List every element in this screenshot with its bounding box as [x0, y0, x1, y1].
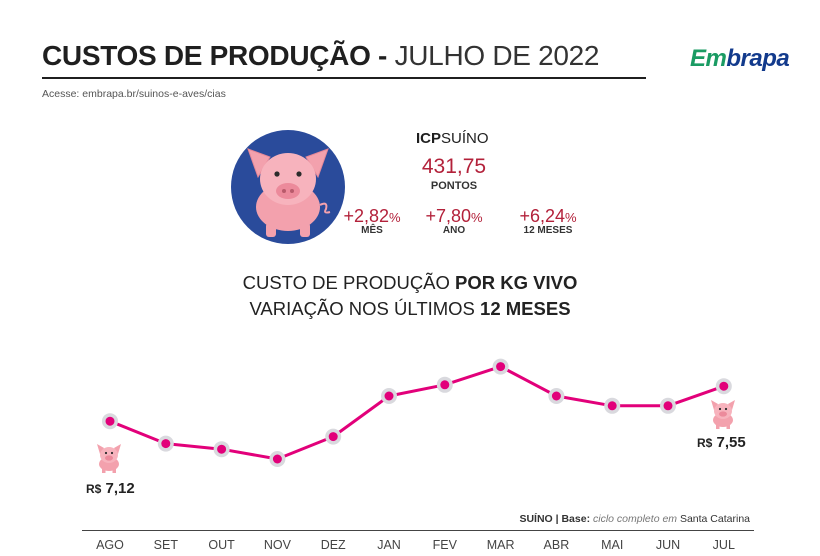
data-point-abr — [548, 388, 565, 404]
chart-title-line2-light: VARIAÇÃO NOS ÚLTIMOS — [249, 298, 475, 319]
data-point-jan — [381, 388, 397, 404]
x-tick-label-jul: JUL — [713, 538, 735, 552]
variation-month-value: +2,82 — [343, 206, 389, 226]
title-bold: CUSTOS DE PRODUÇÃO - — [42, 40, 388, 71]
pig-small-end-icon — [711, 400, 735, 429]
title-date: JULHO DE 2022 — [394, 40, 600, 71]
pig-circle-icon — [231, 130, 345, 244]
start-price-currency: R$ — [86, 482, 102, 496]
variation-12m-pct: % — [564, 210, 577, 225]
x-tick-label-abr: ABR — [544, 538, 570, 552]
x-tick-label-set: SET — [154, 538, 179, 552]
data-point-jul — [715, 378, 732, 395]
data-point-mar — [492, 358, 509, 375]
x-tick-label-mar: MAR — [487, 538, 515, 552]
source-light: ciclo completo em — [593, 513, 678, 525]
variation-year-label: ANO — [442, 225, 466, 236]
start-price-label: R$ 7,12 — [86, 480, 135, 497]
icp-value: 431,75 — [421, 155, 487, 178]
embrapa-logo: Embrapa — [690, 45, 790, 73]
data-point-jun — [660, 397, 676, 414]
variation-month-label: MÊS — [361, 225, 383, 236]
variation-year-pct: % — [470, 210, 483, 225]
x-tick-label-dez: DEZ — [321, 538, 346, 552]
title-underline — [42, 77, 646, 79]
x-tick-label-nov: NOV — [264, 538, 292, 552]
variation-year-value: +7,80 — [425, 206, 471, 226]
end-price-currency: R$ — [697, 436, 713, 450]
source-note: SUÍNO | Base: ciclo completo em Santa Ca… — [519, 513, 750, 525]
variation-year: +7,80% ANO — [414, 206, 494, 236]
icp-unit: PONTOS — [430, 180, 478, 192]
x-tick-label-mai: MAI — [601, 538, 623, 552]
data-point-mai — [604, 397, 621, 414]
source-bold: SUÍNO | Base: — [519, 513, 591, 525]
variation-12m-value: +6,24 — [519, 206, 565, 226]
data-point-dez — [325, 428, 342, 445]
logo-text-a: Em — [690, 45, 727, 72]
end-price-label: R$ 7,55 — [697, 434, 746, 451]
variation-12-months: +6,24% 12 MESES — [508, 206, 588, 236]
x-axis-line — [82, 530, 754, 531]
x-tick-label-jun: JUN — [656, 538, 680, 552]
start-price-value: 7,12 — [105, 480, 135, 497]
icp-title-bold: ICP — [416, 130, 442, 147]
data-point-ago — [102, 413, 118, 430]
x-tick-label-fev: FEV — [433, 538, 458, 552]
data-point-nov — [269, 451, 286, 467]
page-title: CUSTOS DE PRODUÇÃO - JULHO DE 2022 — [42, 40, 600, 72]
icp-title-light: SUÍNO — [441, 130, 489, 147]
x-tick-label-jan: JAN — [377, 538, 401, 552]
data-point-out — [213, 441, 230, 458]
source-region: Santa Catarina — [679, 513, 750, 525]
end-price-value: 7,55 — [716, 434, 746, 451]
chart-title-line1-bold: POR KG VIVO — [455, 272, 578, 293]
x-tick-label-ago: AGO — [96, 538, 124, 552]
data-point-set — [157, 435, 174, 452]
chart-title-line1-light: CUSTO DE PRODUÇÃO — [242, 272, 450, 293]
x-tick-label-out: OUT — [208, 538, 235, 552]
series-line — [109, 365, 725, 461]
icp-title: ICPSUÍNO — [416, 130, 496, 147]
pig-small-start-icon — [97, 444, 121, 473]
access-link[interactable]: Acesse: embrapa.br/suinos-e-aves/cias — [42, 88, 226, 100]
variation-month: +2,82% MÊS — [332, 206, 412, 236]
chart-title-line2-bold: 12 MESES — [480, 298, 571, 319]
chart-title-line1: CUSTO DE PRODUÇÃO POR KG VIVO — [0, 272, 820, 294]
variation-12m-label: 12 MESES — [523, 225, 573, 236]
data-point-fev — [436, 376, 453, 393]
logo-text-b: brapa — [726, 45, 790, 72]
chart-title-line2: VARIAÇÃO NOS ÚLTIMOS 12 MESES — [0, 298, 820, 320]
variation-month-pct: % — [388, 210, 401, 225]
